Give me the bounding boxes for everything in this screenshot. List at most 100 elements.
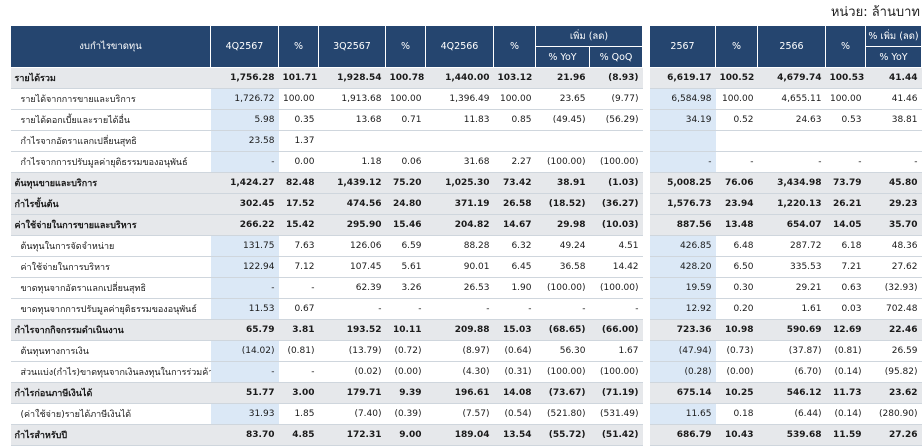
table-cell: 82.48 (278, 172, 319, 194)
table-cell: (1.03) (589, 172, 643, 194)
table-cell: 56.30 (535, 340, 590, 362)
table-row: ค่าใช้จ่ายในการขายและบริหาร 266.22 15.42 29… (10, 214, 643, 236)
header-change-group-annual: % เพิ่ม (ลด) (865, 25, 922, 47)
table-row: (47.94) (0.73) (37.87) (0.81) 26.59 (649, 340, 922, 362)
table-cell: 1.18 (318, 151, 386, 173)
table-cell: - (210, 151, 279, 173)
table-cell (385, 130, 426, 152)
table-cell: 590.69 (757, 319, 826, 341)
table-row: 723.36 10.98 590.69 12.69 22.46 (649, 319, 922, 341)
table-cell: (521.80) (535, 403, 590, 425)
table-cell: (36.27) (589, 193, 643, 215)
header-col-yoy: % YoY (535, 46, 590, 68)
table-cell: 1.85 (278, 403, 319, 425)
table-cell: (47.94) (649, 340, 716, 362)
table-cell: - (278, 361, 319, 383)
table-cell: 23.58 (210, 130, 279, 152)
table-cell: 7.21 (825, 256, 866, 278)
table-cell: 0.63 (825, 277, 866, 299)
table-cell: 6.59 (385, 235, 426, 257)
table-cell: 193.52 (318, 319, 386, 341)
table-cell: 0.30 (715, 277, 758, 299)
table-cell: (0.39) (385, 403, 426, 425)
table-cell (715, 130, 758, 152)
table-cell: 654.07 (757, 214, 826, 236)
header-col-4q2567: 4Q2567 (210, 25, 279, 68)
table-cell: (100.00) (535, 361, 590, 383)
table-cell: 0.35 (278, 109, 319, 131)
table-cell: (71.19) (589, 382, 643, 404)
table-row: (0.28) (0.00) (6.70) (0.14) (95.82) (649, 361, 922, 383)
table-cell: (55.72) (535, 424, 590, 446)
table-row: กำไรจากการปรับมูลค่ายุติธรรมของอนุพันธ์ -… (10, 151, 643, 173)
table-cell: 100.00 (278, 88, 319, 110)
table-cell: 266.22 (210, 214, 279, 236)
table-cell: 0.00 (278, 151, 319, 173)
table-cell: (8.93) (589, 67, 643, 89)
table-cell: 10.98 (715, 319, 758, 341)
table-cell (757, 130, 826, 152)
table-cell: 13.68 (318, 109, 386, 131)
row-label: รายได้ดอกเบี้ยและรายได้อื่น (10, 109, 211, 131)
table-cell: 3.00 (278, 382, 319, 404)
table-row: ต้นทุนในการจัดจำหน่าย 131.75 7.63 126.06 6.5… (10, 235, 643, 257)
table-cell: 6.50 (715, 256, 758, 278)
table-row: ต้นทุนทางการเงิน (14.02) (0.81) (13.79) (0.7… (10, 340, 643, 362)
table-cell: (0.00) (385, 361, 426, 383)
table-cell: 27.26 (865, 424, 922, 446)
table-row: ค่าใช้จ่ายในการบริหาร 122.94 7.12 107.45 5.6… (10, 256, 643, 278)
table-row: กำไรจากอัตราแลกเปลี่ยนสุทธิ 23.58 1.37 (10, 130, 643, 152)
table-cell: 1,424.27 (210, 172, 279, 194)
table-cell: 26.58 (493, 193, 536, 215)
table-cell: (7.57) (425, 403, 494, 425)
table-row: ต้นทุนขายและบริการ 1,424.27 82.48 1,439.12 7… (10, 172, 643, 194)
table-cell: (280.90) (865, 403, 922, 425)
table-cell: 295.90 (318, 214, 386, 236)
table-cell: 4.85 (278, 424, 319, 446)
table-cell: (531.49) (589, 403, 643, 425)
table-cell: 539.68 (757, 424, 826, 446)
table-cell: 474.56 (318, 193, 386, 215)
table-cell (589, 130, 643, 152)
table-cell: 3.26 (385, 277, 426, 299)
table-cell: 11.53 (210, 298, 279, 320)
table-cell: 0.71 (385, 109, 426, 131)
table-cell: 24.80 (385, 193, 426, 215)
table-cell: 686.79 (649, 424, 716, 446)
table-row: 675.14 10.25 546.12 11.73 23.62 (649, 382, 922, 404)
table-cell: 4.51 (589, 235, 643, 257)
table-cell: 6.18 (825, 235, 866, 257)
table-cell: (32.93) (865, 277, 922, 299)
row-label: รายได้จากการขายและบริการ (10, 88, 211, 110)
table-cell: 35.70 (865, 214, 922, 236)
table-cell: 12.69 (825, 319, 866, 341)
table-cell: 13.48 (715, 214, 758, 236)
table-row: 19.59 0.30 29.21 0.63 (32.93) (649, 277, 922, 299)
table-cell: 100.00 (493, 88, 536, 110)
header-col-pct-4: % (715, 25, 758, 68)
row-label: กำไรสำหรับปี (10, 424, 211, 446)
table-cell: 3.81 (278, 319, 319, 341)
table-cell (649, 130, 716, 152)
table-cell: 100.00 (715, 88, 758, 110)
row-label: กำไรจากการปรับมูลค่ายุติธรรมของอนุพันธ์ (10, 151, 211, 173)
table-cell: 23.62 (865, 382, 922, 404)
income-statement-table-annual: 2567 % 2566 % % เพิ่ม (ลด) % YoY 6,619.1… (649, 25, 922, 446)
table-cell: (10.03) (589, 214, 643, 236)
table-cell: 11.73 (825, 382, 866, 404)
table-cell: 1.90 (493, 277, 536, 299)
row-label: ต้นทุนขายและบริการ (10, 172, 211, 194)
table-row: 6,619.17 100.52 4,679.74 100.53 41.44 (649, 67, 922, 89)
table-cell: 88.28 (425, 235, 494, 257)
table-cell: (0.31) (493, 361, 536, 383)
table-row: 34.19 0.52 24.63 0.53 38.81 (649, 109, 922, 131)
table-row: ขาดทุนจากอัตราแลกเปลี่ยนสุทธิ - -62.39 3.26… (10, 277, 643, 299)
table-cell: (49.45) (535, 109, 590, 131)
table-cell: 0.85 (493, 109, 536, 131)
table-cell: (51.42) (589, 424, 643, 446)
table-cell: 65.79 (210, 319, 279, 341)
header-col-pct-3: % (493, 25, 536, 68)
table-cell: (18.52) (535, 193, 590, 215)
table-cell: (0.14) (825, 361, 866, 383)
table-cell: 3,434.98 (757, 172, 826, 194)
